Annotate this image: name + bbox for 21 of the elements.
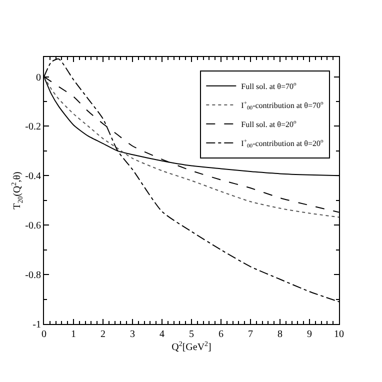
legend-label: I$^{+}$$_{00}$-contribution at θ=70$^{o}$ xyxy=(241,100,324,112)
x-tick-label: 8 xyxy=(278,329,282,340)
x-tick-label: 4 xyxy=(160,329,164,340)
x-tick-label: 1 xyxy=(71,329,76,340)
x-tick-label: 10 xyxy=(334,329,344,340)
y-tick-label: -0.4 xyxy=(25,171,41,182)
y-tick-label: -0.6 xyxy=(25,220,41,232)
x-tick-label: 6 xyxy=(218,329,224,340)
legend-label: Full sol. at θ=20$^{o}$ xyxy=(241,120,297,129)
x-tick-label: 9 xyxy=(307,329,312,340)
y-tick-label: -0.2 xyxy=(25,122,41,133)
y-tick-label: -0.8 xyxy=(25,270,41,282)
legend-label: I$^{+}$$_{00}$-contribution at θ=20$^{o}$ xyxy=(241,138,324,150)
x-tick-label: 3 xyxy=(130,329,135,340)
x-tick-label: 2 xyxy=(100,329,106,340)
x-tick-label: 7 xyxy=(248,329,253,340)
x-tick-label: 5 xyxy=(189,329,194,340)
y-tick-label: 0 xyxy=(36,72,41,84)
y-tick-label: -1 xyxy=(32,320,41,330)
x-axis-title: Q$^{2}$[GeV$^{2}$] xyxy=(172,340,212,354)
legend-label: Full sol. at θ=70$^{o}$ xyxy=(241,82,297,91)
